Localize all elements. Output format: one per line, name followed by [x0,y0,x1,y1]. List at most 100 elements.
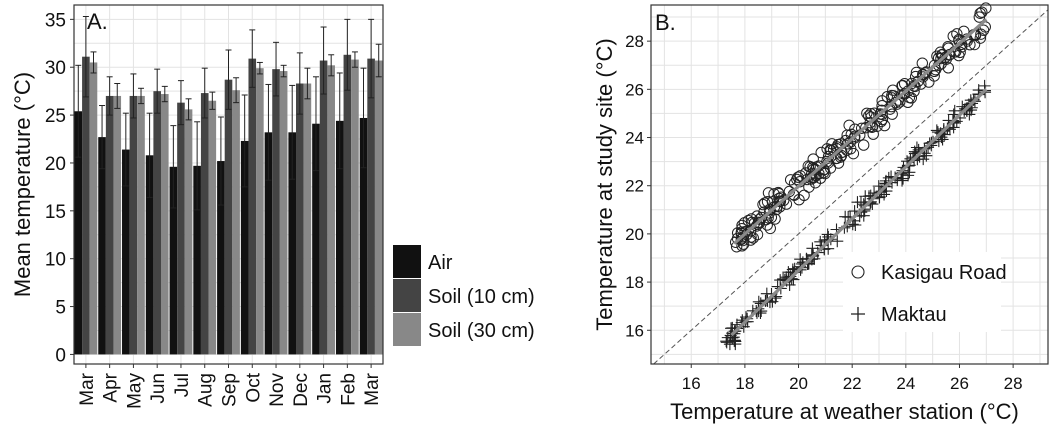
point-kasigau-road [739,226,751,238]
point-kasigau-road [974,7,986,19]
panel-a-error-bars [75,15,382,211]
y-tick-label: 10 [45,250,66,271]
legend-label: Kasigau Road [881,262,1007,284]
bar [74,111,83,355]
x-tick-label: Aug [196,373,217,407]
x-tick-label: Jan [315,373,336,404]
point-kasigau-road [887,84,899,96]
x-tick-label: Dec [291,373,312,407]
bar [374,60,383,355]
legend-label: Maktau [881,304,947,326]
point-kasigau-road [753,213,766,225]
point-kasigau-road [809,177,822,189]
bar [200,93,209,355]
y-tick-label: 28 [625,32,644,51]
y-tick-label: 22 [625,177,644,196]
point-kasigau-road [736,233,748,245]
point-kasigau-road [968,38,981,51]
point-kasigau-road [917,71,929,83]
x-tick-label: 28 [1004,374,1023,393]
x-tick-label: Oct [243,372,264,402]
point-kasigau-road [778,194,790,207]
y-tick-label: 15 [45,202,66,223]
point-maktau [774,274,787,287]
x-tick-label: Nov [267,373,288,407]
panel-b-x-axis-label: Temperature at weather station (°C) [670,399,1019,424]
y-tick-label: 25 [45,106,66,127]
legend-box [843,252,1001,332]
panel-a-legend: Air Soil (10 cm) Soil (30 cm) [384,241,560,351]
bar [145,155,154,355]
point-kasigau-road [942,62,954,74]
legend-label: Soil (30 cm) [428,320,535,342]
point-kasigau-road [951,28,963,40]
bar [217,161,225,355]
point-kasigau-road [804,161,816,173]
legend-swatch [393,279,421,312]
bar [137,95,145,355]
x-tick-label: Feb [338,373,359,406]
panel-b-label: B. [655,10,676,35]
point-kasigau-road [753,217,766,229]
point-kasigau-road [762,187,775,199]
point-kasigau-road [958,25,970,38]
panel-a-x-axis: Mar Apr May Jun Jul Aug Sep Oct Nov Dec Jan Feb Mar [77,364,383,409]
point-maktau [857,209,870,222]
point-kasigau-road [747,232,759,244]
point-maktau [720,335,733,348]
bar [272,69,280,355]
bar [232,90,240,355]
point-kasigau-road [975,28,987,40]
panel-b-grid [651,5,1048,364]
x-tick-label: Sep [220,373,241,407]
panel-a-y-axis-label: Mean temperature (°C) [10,72,35,297]
bar [312,123,320,355]
point-maktau [947,108,960,121]
bar [248,58,257,355]
bar [351,59,359,355]
bar [319,60,328,355]
bar [113,95,122,355]
bar [296,83,304,355]
x-tick-label: 16 [682,374,701,393]
legend-swatch [393,313,421,346]
point-kasigau-road [738,217,751,229]
legend-label: Air [428,252,453,274]
panel-b-frame [650,4,1049,365]
bar [256,68,264,355]
point-maktau [910,141,923,154]
x-tick-label: 22 [843,374,862,393]
x-tick-label: May [124,373,145,409]
bar [169,166,178,355]
panel-b-reference-line [653,9,1049,365]
legend-swatch [393,245,421,278]
bar [288,132,297,355]
x-tick-label: Jun [148,373,169,404]
panel-a-y-axis: 0 5 10 15 20 25 30 35 [45,10,74,366]
point-kasigau-road [863,110,875,122]
x-tick-label: 24 [896,374,915,393]
x-tick-label: 26 [950,374,969,393]
bar [335,120,344,355]
point-kasigau-road [759,197,771,209]
bar [193,165,201,355]
y-tick-label: 20 [625,225,644,244]
x-tick-label: Apr [101,372,122,402]
point-maktau [831,235,844,248]
point-maktau [896,174,909,187]
bar [279,71,288,355]
point-kasigau-road [750,220,763,232]
bar [98,137,106,355]
point-maktau [752,295,765,308]
y-tick-label: 18 [625,273,644,292]
y-tick-label: 30 [45,58,66,79]
y-tick-label: 24 [625,129,644,148]
point-kasigau-road [902,96,914,109]
point-kasigau-road [794,170,807,182]
point-kasigau-road [899,88,911,100]
y-tick-label: 26 [625,80,644,99]
point-kasigau-road [835,149,848,162]
point-kasigau-road [865,108,877,120]
point-kasigau-road [976,6,988,18]
